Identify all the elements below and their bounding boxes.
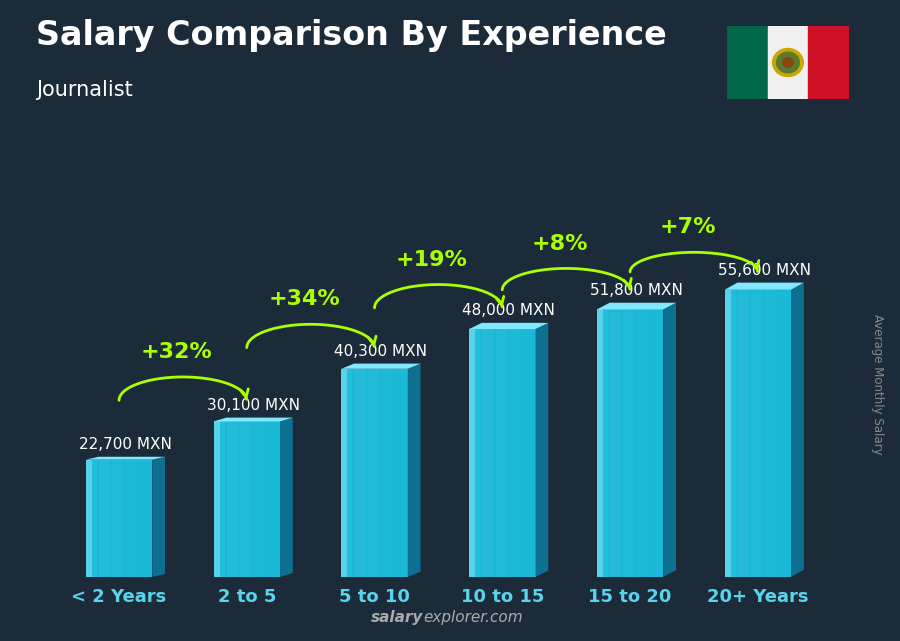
Polygon shape (536, 323, 548, 577)
Bar (727, 26, 768, 99)
Polygon shape (213, 422, 220, 577)
Text: +8%: +8% (532, 233, 588, 254)
Polygon shape (597, 303, 676, 310)
Polygon shape (791, 283, 804, 577)
Bar (808, 26, 849, 99)
Polygon shape (86, 460, 97, 577)
Polygon shape (341, 369, 347, 577)
Text: Average Monthly Salary: Average Monthly Salary (871, 314, 884, 455)
Text: +34%: +34% (268, 290, 340, 310)
Text: +7%: +7% (660, 217, 716, 237)
Polygon shape (152, 457, 165, 577)
Polygon shape (469, 323, 548, 329)
Polygon shape (597, 310, 603, 577)
Text: explorer.com: explorer.com (423, 610, 523, 625)
Polygon shape (724, 290, 791, 577)
Polygon shape (86, 460, 92, 577)
Polygon shape (724, 290, 731, 577)
Polygon shape (213, 422, 280, 577)
Polygon shape (280, 417, 292, 577)
Polygon shape (341, 369, 408, 577)
Circle shape (777, 52, 799, 73)
Text: +32%: +32% (140, 342, 212, 362)
Polygon shape (86, 457, 165, 460)
Polygon shape (663, 303, 676, 577)
Polygon shape (469, 329, 480, 577)
Polygon shape (341, 363, 420, 369)
Polygon shape (469, 329, 475, 577)
Text: 40,300 MXN: 40,300 MXN (335, 344, 428, 359)
Text: 51,800 MXN: 51,800 MXN (590, 283, 683, 298)
Text: salary: salary (371, 610, 423, 625)
Polygon shape (341, 369, 353, 577)
Polygon shape (213, 417, 292, 422)
Text: 22,700 MXN: 22,700 MXN (79, 437, 172, 453)
Polygon shape (597, 310, 608, 577)
Bar (768, 26, 808, 99)
Text: 48,000 MXN: 48,000 MXN (463, 303, 555, 319)
Polygon shape (408, 363, 420, 577)
Polygon shape (86, 460, 152, 577)
Text: +19%: +19% (396, 250, 468, 270)
Text: 30,100 MXN: 30,100 MXN (207, 398, 300, 413)
Text: 55,600 MXN: 55,600 MXN (717, 263, 811, 278)
Polygon shape (213, 422, 225, 577)
Polygon shape (597, 310, 663, 577)
Polygon shape (724, 290, 735, 577)
Circle shape (783, 58, 793, 67)
Polygon shape (724, 283, 804, 290)
Text: Salary Comparison By Experience: Salary Comparison By Experience (36, 19, 667, 52)
Circle shape (772, 49, 804, 76)
Polygon shape (469, 329, 536, 577)
Text: Journalist: Journalist (36, 80, 133, 100)
